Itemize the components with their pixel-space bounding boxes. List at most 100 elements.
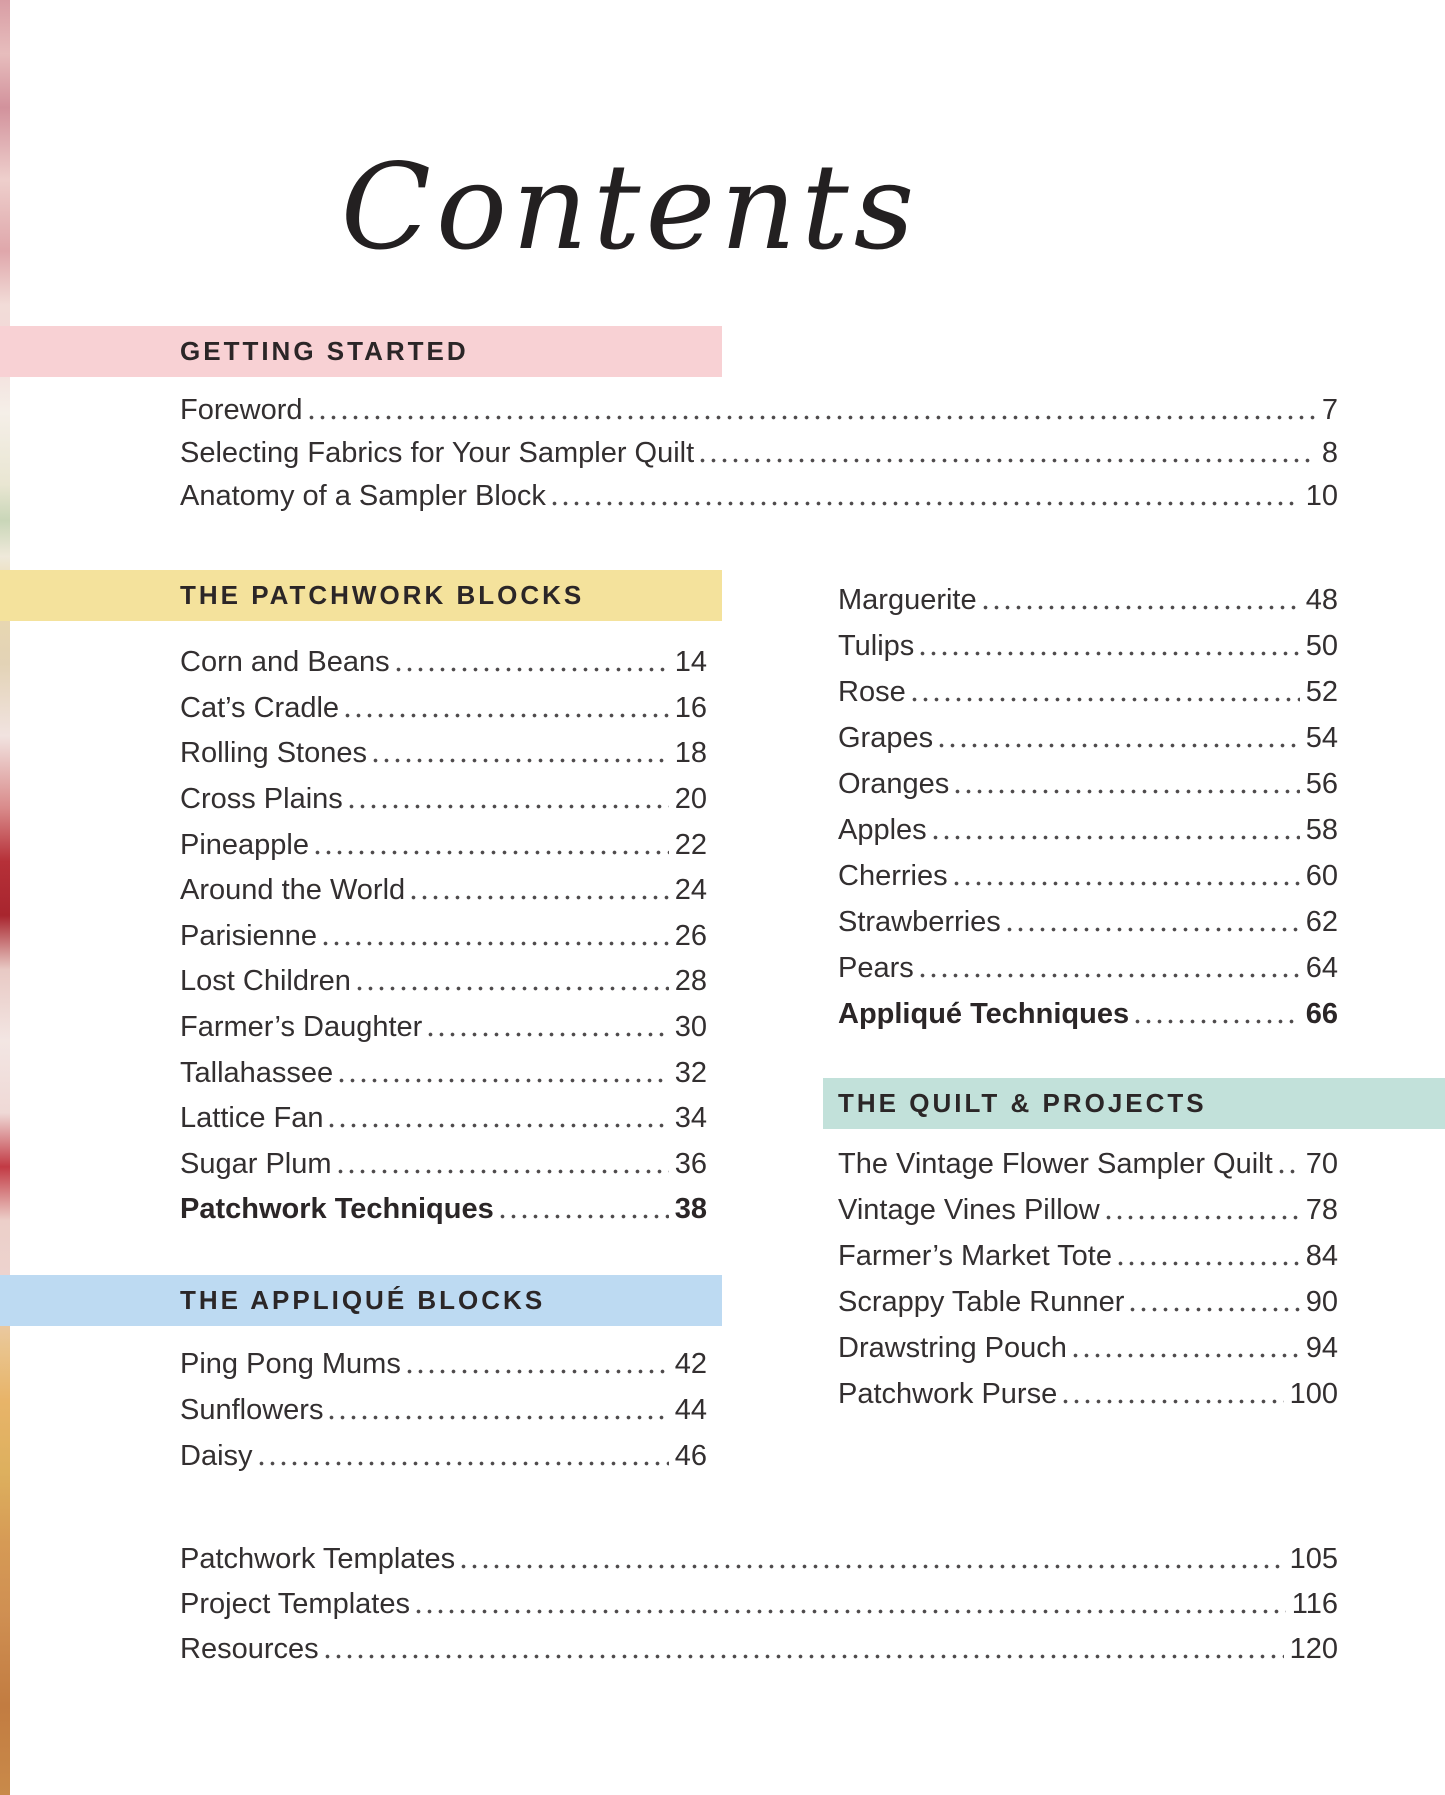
- toc-entry-title: Parisienne: [180, 919, 318, 952]
- section-header-getting-started: GETTING STARTED: [0, 326, 722, 377]
- section-header-label: THE QUILT & PROJECTS: [838, 1088, 1207, 1118]
- dotted-leader: [315, 849, 669, 855]
- toc-entry: Selecting Fabrics for Your Sampler Quilt…: [180, 432, 1338, 475]
- toc-entry-title: Resources: [180, 1633, 319, 1665]
- toc-entry-page: 78: [1305, 1193, 1338, 1226]
- dotted-leader: [395, 667, 669, 673]
- toc-entry-page: 64: [1305, 951, 1338, 984]
- toc-entry: Foreword 7: [180, 389, 1338, 432]
- toc-entry: Rolling Stones 18: [180, 731, 707, 777]
- dotted-leader: [415, 1609, 1286, 1614]
- dotted-leader: [982, 604, 1300, 610]
- dotted-leader: [428, 1032, 669, 1038]
- dotted-leader: [337, 1168, 669, 1174]
- toc-entry: Pears 64: [838, 945, 1338, 991]
- toc-entry: Parisienne 26: [180, 914, 707, 960]
- toc-entry-title: Selecting Fabrics for Your Sampler Quilt: [180, 437, 695, 469]
- section-header-quilt-and-projects: THE QUILT & PROJECTS: [823, 1078, 1445, 1129]
- dotted-leader: [1135, 1018, 1300, 1024]
- toc-entry: Drawstring Pouch 94: [838, 1325, 1338, 1371]
- footer-entry-list: Patchwork Templates 105 Project Template…: [180, 1537, 1338, 1672]
- toc-entry-title: Around the World: [180, 874, 406, 907]
- dotted-leader: [323, 940, 669, 946]
- dotted-leader: [329, 1414, 669, 1420]
- dotted-leader: [356, 986, 669, 992]
- quilt-and-projects-entry-list: The Vintage Flower Sampler Quilt 70 Vint…: [838, 1141, 1338, 1417]
- toc-entry-title: Appliqué Techniques: [838, 997, 1130, 1030]
- toc-entry: Tulips 50: [838, 623, 1338, 669]
- toc-entry-page: 26: [674, 919, 707, 952]
- dotted-leader: [461, 1564, 1284, 1569]
- toc-entry: Lattice Fan 34: [180, 1096, 707, 1142]
- dotted-leader: [406, 1368, 669, 1374]
- dotted-leader: [1006, 926, 1300, 932]
- dotted-leader: [920, 650, 1300, 656]
- toc-entry-title: Cherries: [838, 859, 948, 892]
- toc-entry-title: Sunflowers: [180, 1393, 324, 1426]
- toc-entry-page: 30: [674, 1011, 707, 1044]
- dotted-leader: [1117, 1260, 1300, 1266]
- toc-entry-title: Project Templates: [180, 1588, 410, 1620]
- toc-entry-title: Cross Plains: [180, 783, 343, 816]
- toc-entry-title: Tulips: [838, 629, 915, 662]
- dotted-leader: [939, 742, 1300, 748]
- toc-entry-title: Rose: [838, 675, 906, 708]
- toc-entry: Scrappy Table Runner 90: [838, 1279, 1338, 1325]
- toc-entry-page: 116: [1291, 1588, 1338, 1620]
- dotted-leader: [499, 1214, 669, 1220]
- toc-entry-title: Apples: [838, 813, 927, 846]
- dotted-leader: [1130, 1306, 1300, 1312]
- toc-entry: Cat’s Cradle 16: [180, 686, 707, 732]
- toc-entry: Resources 120: [180, 1627, 1338, 1672]
- toc-entry-page: 28: [674, 965, 707, 998]
- patchwork-blocks-entry-list: Corn and Beans 14 Cat’s Cradle 16 Rollin…: [180, 640, 707, 1233]
- toc-entry: Farmer’s Daughter 30: [180, 1005, 707, 1051]
- toc-entry: Lost Children 28: [180, 959, 707, 1005]
- applique-blocks-entry-list: Ping Pong Mums 42 Sunflowers 44 Daisy 46: [180, 1341, 707, 1479]
- dotted-leader: [1105, 1214, 1300, 1220]
- dotted-leader: [919, 972, 1300, 978]
- toc-entry-title: Rolling Stones: [180, 737, 367, 770]
- toc-entry-title: Patchwork Templates: [180, 1543, 456, 1575]
- toc-entry-page: 66: [1305, 997, 1338, 1030]
- toc-entry-page: 7: [1321, 394, 1338, 426]
- toc-entry-page: 60: [1305, 859, 1338, 892]
- toc-entry: Daisy 46: [180, 1433, 707, 1479]
- section-header-patchwork-blocks: THE PATCHWORK BLOCKS: [0, 570, 722, 621]
- dotted-leader: [329, 1123, 669, 1129]
- toc-entry-title: Lost Children: [180, 965, 351, 998]
- toc-entry-title: Grapes: [838, 721, 934, 754]
- page-title: Contents: [340, 138, 920, 277]
- dotted-leader: [1072, 1352, 1300, 1358]
- toc-entry-title: Daisy: [180, 1439, 253, 1472]
- toc-entry-title: Scrappy Table Runner: [838, 1285, 1125, 1318]
- toc-entry-page: 20: [674, 783, 707, 816]
- toc-entry-page: 62: [1305, 905, 1338, 938]
- toc-entry: Pineapple 22: [180, 822, 707, 868]
- toc-entry-page: 24: [674, 874, 707, 907]
- toc-entry-page: 36: [674, 1147, 707, 1180]
- toc-entry: Ping Pong Mums 42: [180, 1341, 707, 1387]
- dotted-leader: [700, 458, 1316, 463]
- toc-entry: Cherries 60: [838, 853, 1338, 899]
- dotted-leader: [551, 501, 1300, 506]
- toc-entry-title: Ping Pong Mums: [180, 1347, 401, 1380]
- toc-entry-page: 94: [1305, 1331, 1338, 1364]
- toc-entry-page: 18: [674, 737, 707, 770]
- toc-entry-title: Pineapple: [180, 828, 309, 861]
- toc-entry-title: Sugar Plum: [180, 1147, 332, 1180]
- toc-entry-title: Patchwork Techniques: [180, 1193, 494, 1226]
- toc-entry-title: Foreword: [180, 394, 303, 426]
- toc-entry: Tallahassee 32: [180, 1050, 707, 1096]
- toc-entry: Project Templates 116: [180, 1582, 1338, 1627]
- toc-entry-page: 44: [674, 1393, 707, 1426]
- toc-entry: Corn and Beans 14: [180, 640, 707, 686]
- toc-entry: Sugar Plum 36: [180, 1142, 707, 1188]
- toc-entry-title: Anatomy of a Sampler Block: [180, 480, 546, 512]
- toc-entry-title: Lattice Fan: [180, 1102, 324, 1135]
- getting-started-entry-list: Foreword 7 Selecting Fabrics for Your Sa…: [180, 389, 1338, 518]
- toc-entry-title: Farmer’s Market Tote: [838, 1239, 1112, 1272]
- toc-entry-title: Tallahassee: [180, 1056, 334, 1089]
- toc-entry: Patchwork Techniques 38: [180, 1187, 707, 1233]
- toc-entry-title: Drawstring Pouch: [838, 1331, 1067, 1364]
